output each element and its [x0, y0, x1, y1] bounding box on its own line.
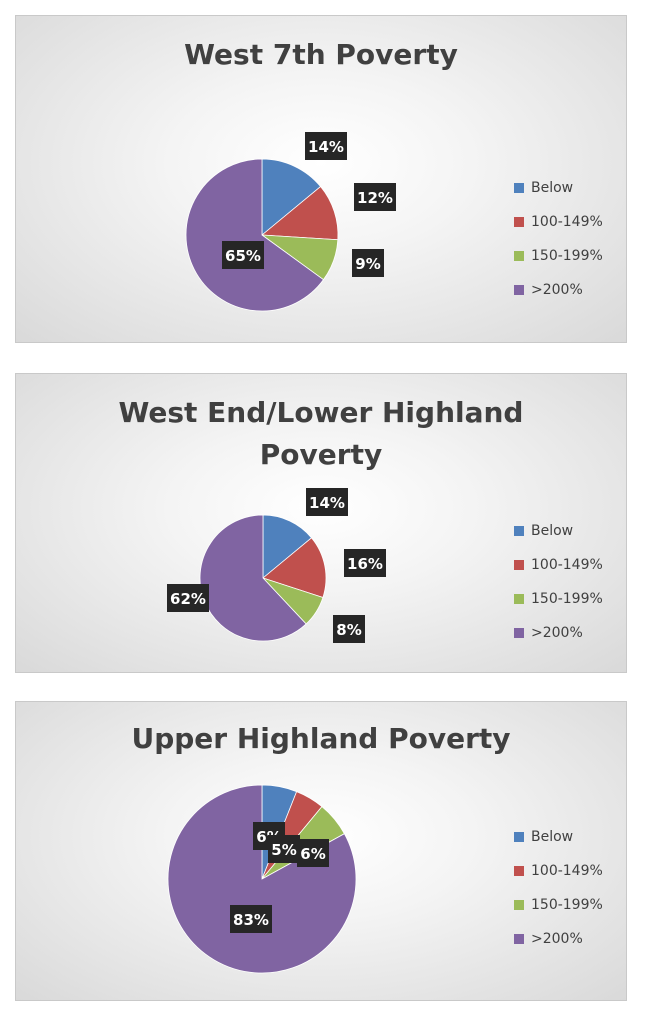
data-label: 14% — [306, 488, 348, 516]
slice-100-149 — [262, 537, 327, 598]
legend-item-over-200: >200% — [514, 922, 603, 956]
data-label: 14% — [305, 132, 347, 160]
data-label-text: 8% — [336, 621, 361, 639]
legend-item-over-200: >200% — [514, 273, 603, 307]
data-label-text: 14% — [308, 138, 344, 156]
legend-item-below: Below — [514, 171, 603, 205]
legend-item-150-199: 150-199% — [514, 888, 603, 922]
data-label-text: 5% — [271, 841, 296, 859]
legend-item-over-200: >200% — [514, 616, 603, 650]
slice-over-200 — [167, 784, 357, 974]
data-label: 6% — [297, 839, 329, 867]
legend-item-below: Below — [514, 820, 603, 854]
slice-below — [261, 158, 322, 236]
data-label-box — [344, 549, 386, 577]
data-label: 9% — [352, 249, 384, 277]
data-label-text: 6% — [300, 845, 325, 863]
data-label-box — [167, 584, 209, 612]
legend-item-100-149: 100-149% — [514, 205, 603, 239]
chart-title-line-2: Poverty — [259, 438, 383, 471]
legend: Below 100-149% 150-199% >200% — [514, 820, 603, 956]
legend-label: >200% — [531, 931, 583, 947]
data-label-box — [352, 249, 384, 277]
data-label: 65% — [222, 241, 264, 269]
legend-swatch — [514, 594, 524, 604]
data-label: 62% — [167, 584, 209, 612]
legend-swatch — [514, 285, 524, 295]
data-label-box — [333, 615, 365, 643]
data-label-box — [230, 905, 272, 933]
data-label: 12% — [354, 183, 396, 211]
data-label-box — [305, 132, 347, 160]
legend-label: 100-149% — [531, 557, 603, 573]
legend-swatch — [514, 183, 524, 193]
legend-label: 100-149% — [531, 863, 603, 879]
pie-chart: 6%5%6%83% — [167, 784, 357, 974]
data-label-text: 16% — [347, 555, 383, 573]
legend-item-150-199: 150-199% — [514, 239, 603, 273]
legend-swatch — [514, 866, 524, 876]
legend-swatch — [514, 217, 524, 227]
slice-below — [262, 514, 313, 579]
legend: Below 100-149% 150-199% >200% — [514, 171, 603, 307]
legend-swatch — [514, 526, 524, 536]
data-label-text: 62% — [170, 590, 206, 608]
legend: Below 100-149% 150-199% >200% — [514, 514, 603, 650]
data-label-box — [297, 839, 329, 867]
data-label-text: 12% — [357, 189, 393, 207]
legend-item-100-149: 100-149% — [514, 548, 603, 582]
legend-label: Below — [531, 523, 574, 539]
data-label-box — [306, 488, 348, 516]
legend-swatch — [514, 560, 524, 570]
legend-swatch — [514, 628, 524, 638]
slice-over-200 — [185, 158, 325, 312]
data-label: 16% — [344, 549, 386, 577]
legend-swatch — [514, 832, 524, 842]
chart-title: West End/Lower Highland Poverty — [16, 392, 626, 476]
legend-label: 150-199% — [531, 897, 603, 913]
chart-west-7th: West 7th Poverty 14% 12% 9% 65% Below 100-1… — [15, 15, 627, 343]
legend-label: 100-149% — [531, 214, 603, 230]
chart-upper-highland: Upper Highland Poverty 6%5%6%83% Below 1… — [15, 701, 627, 1001]
data-label-box — [268, 835, 300, 863]
chart-title-line-1: West End/Lower Highland — [118, 396, 524, 429]
data-label: 83% — [230, 905, 272, 933]
data-label-box — [222, 241, 264, 269]
data-label: 5% — [268, 835, 300, 863]
legend-swatch — [514, 900, 524, 910]
legend-label: Below — [531, 829, 574, 845]
legend-item-150-199: 150-199% — [514, 582, 603, 616]
pie-chart: 14% 16% 8% 62% — [167, 488, 386, 643]
data-label-text: 9% — [355, 255, 380, 273]
data-label-text: 14% — [309, 494, 345, 512]
legend-item-below: Below — [514, 514, 603, 548]
data-label-text: 65% — [225, 247, 261, 265]
legend-swatch — [514, 251, 524, 261]
legend-item-100-149: 100-149% — [514, 854, 603, 888]
data-label-text: 83% — [233, 911, 269, 929]
legend-swatch — [514, 934, 524, 944]
chart-title: Upper Highland Poverty — [131, 722, 511, 755]
legend-label: >200% — [531, 282, 583, 298]
legend-label: >200% — [531, 625, 583, 641]
chart-west-end-lower-highland: West End/Lower Highland Poverty 14% 16% 8%… — [15, 373, 627, 673]
legend-label: 150-199% — [531, 591, 603, 607]
pie-chart: 14% 12% 9% 65% — [185, 132, 396, 312]
legend-label: Below — [531, 180, 574, 196]
data-label-box — [354, 183, 396, 211]
chart-title: West 7th Poverty — [184, 38, 458, 71]
legend-label: 150-199% — [531, 248, 603, 264]
data-label: 8% — [333, 615, 365, 643]
